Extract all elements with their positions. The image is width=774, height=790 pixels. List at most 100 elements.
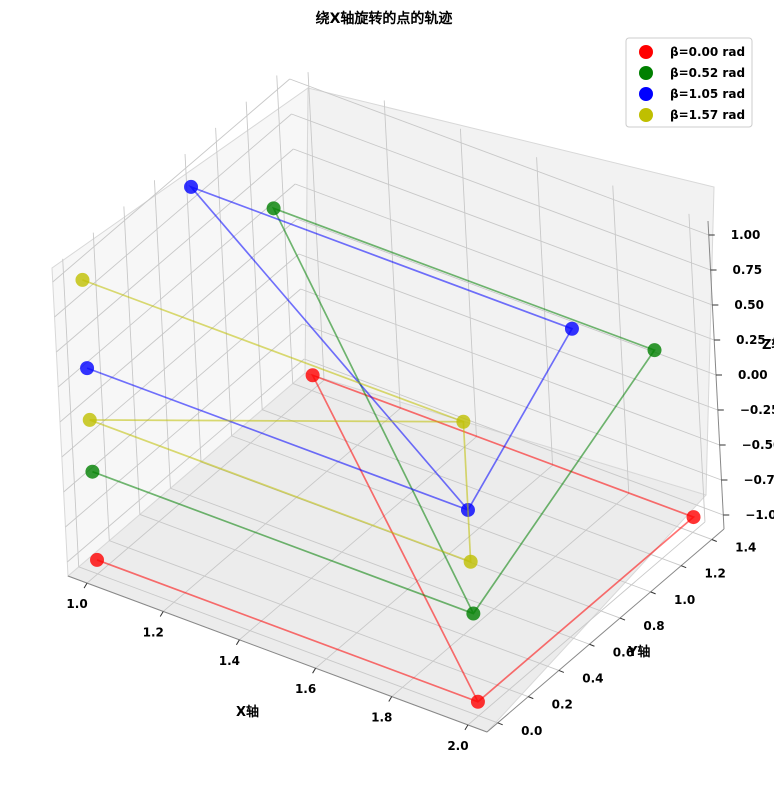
series-0 [90, 368, 701, 709]
z-tick-label: −1.00 [745, 508, 774, 522]
x-grid-line [467, 521, 706, 726]
x-tick-label: 1.8 [371, 711, 392, 725]
legend-marker [639, 45, 653, 59]
y-tick-mark [558, 669, 565, 673]
z-axis-ticks: −1.00 −0.75 −0.50 −0.25 0.00 0.25 0.50 0.75 1.00 [708, 228, 774, 522]
z-grid-line [293, 148, 713, 306]
series-point [647, 343, 662, 358]
legend-items: β=0.00 rad β=0.52 rad β=1.05 rad β=1.57 rad [639, 45, 745, 122]
z-grid-line [304, 358, 724, 516]
series-point [85, 464, 100, 479]
legend-marker [639, 108, 653, 122]
x-tick-mark [312, 667, 317, 674]
legend: β=0.00 rad β=0.52 rad β=1.05 rad β=1.57 rad [625, 37, 753, 128]
series-point [266, 201, 281, 216]
x-grid-line [162, 408, 401, 612]
series-point [82, 412, 97, 427]
z-tick-label: 0.75 [733, 263, 763, 277]
z-tick-label: 0.25 [736, 333, 766, 347]
x-tick-label: 1.0 [66, 597, 87, 611]
y-grid-line [292, 383, 712, 540]
series-point [305, 368, 320, 383]
x-grid-line [239, 436, 477, 641]
z-grid-line [300, 288, 720, 446]
series-point [75, 272, 90, 287]
y-tick-mark [619, 617, 626, 621]
z-grid-line [289, 78, 709, 236]
z-grid-line [56, 148, 294, 353]
y-axis-label: Y轴 [627, 644, 650, 660]
x-grid-line [391, 493, 630, 697]
z-tick-label: −0.50 [742, 438, 774, 452]
z-grid-line [57, 183, 296, 388]
y-tick-mark [497, 722, 503, 726]
y-tick-label: 0.2 [552, 698, 573, 712]
y-tick-label: 0.0 [521, 724, 542, 738]
y-grid-line [109, 540, 529, 698]
pane-left [51, 87, 309, 578]
x-axis-line [67, 575, 488, 733]
y-grid-line [231, 435, 651, 593]
series-point [90, 552, 105, 567]
x-tick-mark [83, 582, 88, 589]
y-tick-mark [528, 696, 534, 700]
y-tick-label: 0.8 [643, 619, 664, 633]
legend-label: β=1.57 rad [670, 108, 745, 122]
legend-marker [639, 87, 653, 101]
x-tick-label: 1.4 [219, 654, 240, 668]
x-tick-label: 1.6 [295, 682, 316, 696]
z-tick-label: −0.25 [740, 403, 774, 417]
z-grid-line [61, 253, 300, 458]
x-tick-mark [464, 724, 469, 731]
series-point [80, 361, 95, 376]
series-1 [85, 201, 662, 621]
series-point [686, 510, 701, 525]
y-tick-mark [589, 643, 595, 647]
x-tick-label: 1.2 [143, 625, 164, 639]
y-grid-line [139, 514, 560, 671]
z-tick-label: 0.00 [738, 368, 768, 382]
legend-marker [639, 66, 653, 80]
series-point [470, 694, 485, 709]
z-grid-line [59, 218, 298, 423]
x-grid-line [315, 464, 553, 669]
legend-label: β=0.52 rad [670, 66, 745, 80]
y-axis-line [486, 528, 725, 733]
y-grid-line [78, 566, 498, 724]
x-tick-mark [388, 696, 393, 702]
y-tick-label: 0.6 [613, 645, 634, 659]
legend-frame [625, 37, 753, 128]
x-tick-mark [159, 611, 164, 617]
z-grid-line [291, 113, 711, 271]
y-tick-label: 1.4 [735, 540, 756, 554]
z-grid-line [52, 78, 291, 283]
gridlines [52, 72, 725, 733]
y-tick-label: 1.0 [674, 593, 695, 607]
y-tick-label: 1.2 [705, 567, 726, 581]
series-point [184, 179, 199, 194]
z-tick-label: −0.75 [743, 473, 774, 487]
x-axis-label: X轴 [236, 704, 259, 720]
z-grid-line [63, 288, 301, 493]
x-grid-line [86, 379, 325, 584]
x-tick-label: 2.0 [447, 739, 468, 753]
y-tick-mark [711, 539, 717, 542]
z-grid-line [66, 358, 305, 563]
z-tick-label: 1.00 [731, 228, 761, 242]
series-layer [75, 179, 701, 709]
z-grid-line [65, 323, 303, 528]
z-grid-line [296, 218, 717, 376]
z-axis-label: Z轴 [762, 337, 774, 353]
y-tick-mark [650, 591, 656, 595]
y-axis-ticks: 0.0 0.2 0.4 0.6 0.8 1.0 1.2 1.4 [497, 539, 756, 738]
z-tick-label: 0.50 [734, 298, 764, 312]
series-point [466, 606, 481, 621]
series-point [456, 414, 471, 429]
series-point [564, 321, 579, 336]
z-grid-line [54, 113, 292, 318]
y-tick-label: 0.4 [582, 671, 603, 685]
series-2 [80, 179, 579, 517]
y-tick-mark [681, 565, 687, 569]
z-grid-line [302, 323, 722, 481]
